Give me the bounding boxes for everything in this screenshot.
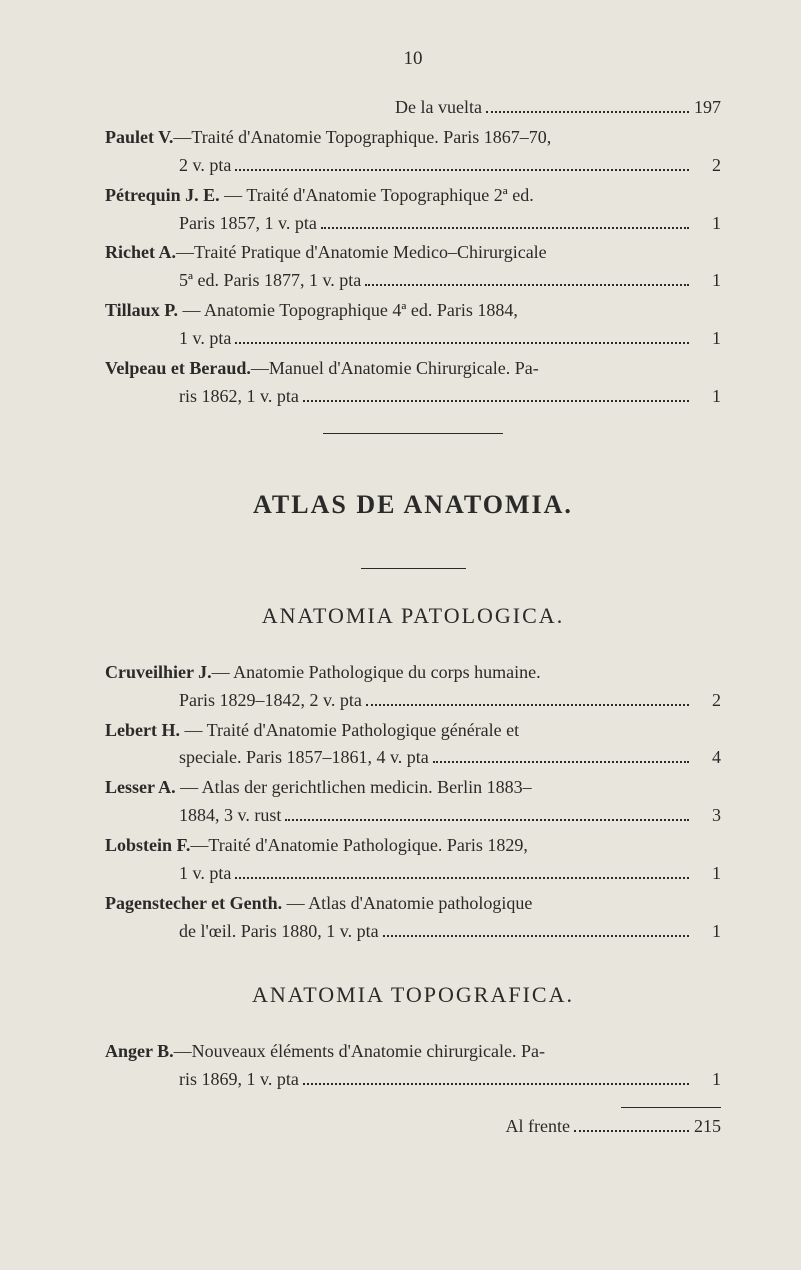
entry-line: Velpeau et Beraud.—Manuel d'Anatomie Chi… <box>105 355 721 383</box>
leader-dots <box>486 111 689 113</box>
entry-line: Tillaux P. — Anatomie Topographique 4ª e… <box>105 297 721 325</box>
entry-text: Lebert H. — Traité d'Anatomie Pathologiq… <box>105 717 519 745</box>
entry-number: 3 <box>693 802 721 830</box>
leader-dots <box>433 761 689 763</box>
entry-line: Cruveilhier J.— Anatomie Pathologique du… <box>105 659 721 687</box>
entry-number: 197 <box>693 94 721 122</box>
entries-block-1: De la vuelta 197 Paulet V.—Traité d'Anatom… <box>105 94 721 411</box>
footer-number: 215 <box>693 1116 721 1137</box>
entry-text: 1 v. pta <box>179 860 231 888</box>
entry-line: Pétrequin J. E. — Traité d'Anatomie Topo… <box>105 182 721 210</box>
leader-dots <box>321 227 689 229</box>
bibliography-entry: Lebert H. — Traité d'Anatomie Pathologiq… <box>105 717 721 773</box>
entry-number: 1 <box>693 1066 721 1094</box>
bibliography-entry: Lesser A. — Atlas der gerichtlichen medi… <box>105 774 721 830</box>
entry-line: Paris 1829–1842, 2 v. pta 2 <box>105 687 721 715</box>
divider <box>323 433 503 434</box>
leader-dots <box>303 1083 689 1085</box>
sub-title-1: ANATOMIA PATOLOGICA. <box>105 603 721 629</box>
entry-line: Lebert H. — Traité d'Anatomie Pathologiq… <box>105 717 721 745</box>
entry-text: Pétrequin J. E. — Traité d'Anatomie Topo… <box>105 182 534 210</box>
entries-block-3: Anger B.—Nouveaux éléments d'Anatomie ch… <box>105 1038 721 1094</box>
entry-number: 4 <box>693 744 721 772</box>
entry-text: 2 v. pta <box>179 152 231 180</box>
footer-text: Al frente <box>506 1116 570 1137</box>
entry-text: Paris 1829–1842, 2 v. pta <box>179 687 362 715</box>
bibliography-entry: Cruveilhier J.— Anatomie Pathologique du… <box>105 659 721 715</box>
entry-text: Tillaux P. — Anatomie Topographique 4ª e… <box>105 297 518 325</box>
entry-text: ris 1862, 1 v. pta <box>179 383 299 411</box>
leader-dots <box>235 877 689 879</box>
page-number: 10 <box>105 48 721 70</box>
entry-text: de l'œil. Paris 1880, 1 v. pta <box>179 918 379 946</box>
bibliography-entry: De la vuelta 197 <box>105 94 721 122</box>
entry-text: Cruveilhier J.— Anatomie Pathologique du… <box>105 659 541 687</box>
leader-dots <box>235 342 689 344</box>
bibliography-entry: Pétrequin J. E. — Traité d'Anatomie Topo… <box>105 182 721 238</box>
bibliography-entry: Tillaux P. — Anatomie Topographique 4ª e… <box>105 297 721 353</box>
entry-line: ris 1869, 1 v. pta 1 <box>105 1066 721 1094</box>
leader-dots <box>235 169 689 171</box>
entry-line: Richet A.—Traité Pratique d'Anatomie Med… <box>105 239 721 267</box>
bibliography-entry: Richet A.—Traité Pratique d'Anatomie Med… <box>105 239 721 295</box>
entry-text: Velpeau et Beraud.—Manuel d'Anatomie Chi… <box>105 355 539 383</box>
entry-text: Lobstein F.—Traité d'Anatomie Pathologiq… <box>105 832 528 860</box>
entry-number: 1 <box>693 383 721 411</box>
footer-divider <box>621 1107 721 1108</box>
bibliography-entry: Lobstein F.—Traité d'Anatomie Pathologiq… <box>105 832 721 888</box>
leader-dots <box>365 284 689 286</box>
entry-text: ris 1869, 1 v. pta <box>179 1066 299 1094</box>
entry-line: speciale. Paris 1857–1861, 4 v. pta 4 <box>105 744 721 772</box>
entry-line: 1884, 3 v. rust 3 <box>105 802 721 830</box>
entry-text: Paulet V.—Traité d'Anatomie Topographiqu… <box>105 124 551 152</box>
entry-text: speciale. Paris 1857–1861, 4 v. pta <box>179 744 429 772</box>
entry-text: Pagenstecher et Genth. — Atlas d'Anatomi… <box>105 890 532 918</box>
entry-line: Lobstein F.—Traité d'Anatomie Pathologiq… <box>105 832 721 860</box>
leader-dots <box>366 704 689 706</box>
entry-line: 1 v. pta 1 <box>105 325 721 353</box>
footer-dots <box>574 1130 689 1132</box>
entries-block-2: Cruveilhier J.— Anatomie Pathologique du… <box>105 659 721 946</box>
entry-number: 1 <box>693 210 721 238</box>
bibliography-entry: Velpeau et Beraud.—Manuel d'Anatomie Chi… <box>105 355 721 411</box>
entry-number: 1 <box>693 918 721 946</box>
leader-dots <box>285 819 689 821</box>
entry-number: 2 <box>693 152 721 180</box>
entry-text: 1884, 3 v. rust <box>179 802 281 830</box>
sub-title-2: ANATOMIA TOPOGRAFICA. <box>105 982 721 1008</box>
entry-line: ris 1862, 1 v. pta 1 <box>105 383 721 411</box>
entry-line: Anger B.—Nouveaux éléments d'Anatomie ch… <box>105 1038 721 1066</box>
entry-text: Lesser A. — Atlas der gerichtlichen medi… <box>105 774 532 802</box>
entry-line: de l'œil. Paris 1880, 1 v. pta 1 <box>105 918 721 946</box>
entry-line: Paris 1857, 1 v. pta 1 <box>105 210 721 238</box>
entry-line: 2 v. pta 2 <box>105 152 721 180</box>
bibliography-entry: Pagenstecher et Genth. — Atlas d'Anatomi… <box>105 890 721 946</box>
entry-text: Paris 1857, 1 v. pta <box>179 210 317 238</box>
entry-text: Anger B.—Nouveaux éléments d'Anatomie ch… <box>105 1038 545 1066</box>
section-title: ATLAS DE ANATOMIA. <box>105 490 721 520</box>
entry-line: Pagenstecher et Genth. — Atlas d'Anatomi… <box>105 890 721 918</box>
leader-dots <box>303 400 689 402</box>
bibliography-entry: Anger B.—Nouveaux éléments d'Anatomie ch… <box>105 1038 721 1094</box>
entry-line: Lesser A. — Atlas der gerichtlichen medi… <box>105 774 721 802</box>
entry-number: 1 <box>693 267 721 295</box>
entry-line: 1 v. pta 1 <box>105 860 721 888</box>
entry-number: 2 <box>693 687 721 715</box>
entry-text: 1 v. pta <box>179 325 231 353</box>
entry-text: 5ª ed. Paris 1877, 1 v. pta <box>179 267 361 295</box>
divider-small <box>361 568 466 569</box>
entry-text: De la vuelta <box>395 94 482 122</box>
leader-dots <box>383 935 689 937</box>
entry-line: De la vuelta 197 <box>105 94 721 122</box>
entry-number: 1 <box>693 325 721 353</box>
footer-line: Al frente 215 <box>105 1116 721 1137</box>
entry-number: 1 <box>693 860 721 888</box>
bibliography-entry: Paulet V.—Traité d'Anatomie Topographiqu… <box>105 124 721 180</box>
entry-line: 5ª ed. Paris 1877, 1 v. pta 1 <box>105 267 721 295</box>
entry-text: Richet A.—Traité Pratique d'Anatomie Med… <box>105 239 547 267</box>
entry-line: Paulet V.—Traité d'Anatomie Topographiqu… <box>105 124 721 152</box>
